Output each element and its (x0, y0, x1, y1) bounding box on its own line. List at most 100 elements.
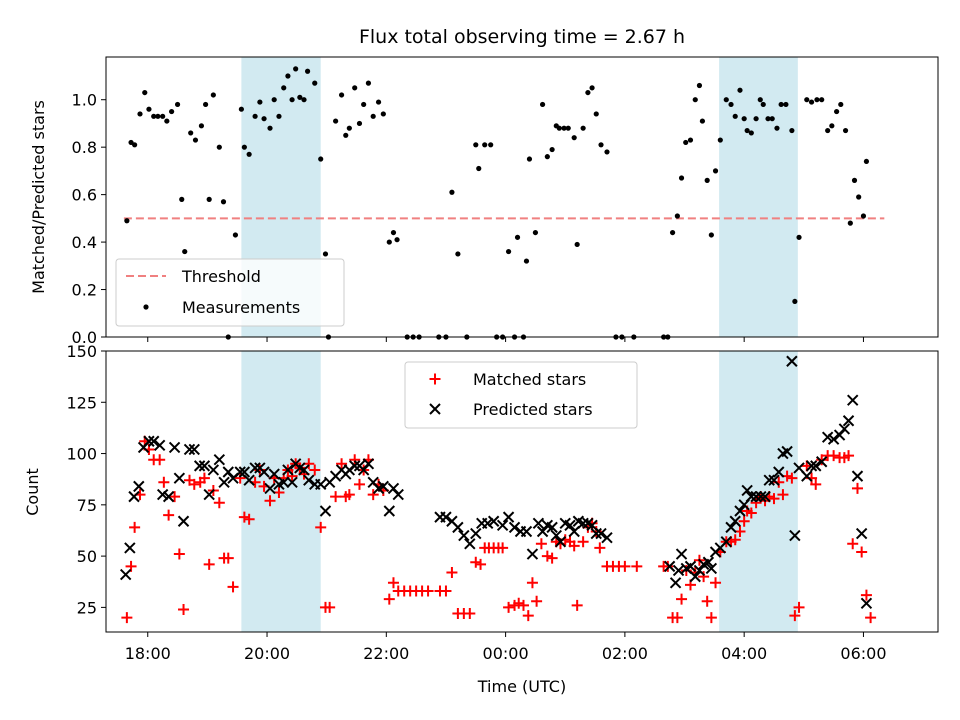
measurement-point (124, 218, 130, 224)
y-tick-label: 0.6 (72, 186, 97, 205)
predicted-star-point (458, 529, 470, 542)
predicted-star-point (693, 564, 706, 577)
measurement-point (737, 87, 743, 93)
predicted-star-point (855, 527, 868, 540)
predicted-star-point (298, 464, 310, 476)
measurement-point (856, 194, 862, 200)
measurement-point (142, 89, 148, 96)
matched-star-point (475, 558, 487, 570)
matched-star-point (129, 521, 141, 533)
x-tick-label: 06:00 (840, 644, 886, 663)
predicted-star-point (705, 562, 718, 575)
top-plot-frame (105, 56, 939, 338)
predicted-star-point (303, 474, 315, 486)
measurement-point (164, 118, 170, 124)
x-tick-label: 22:00 (363, 644, 409, 663)
measurement-point (390, 229, 397, 236)
measurement-point (783, 101, 789, 108)
y-tick-label: 0.4 (72, 233, 97, 252)
predicted-star-point (568, 525, 580, 538)
predicted-star-point (470, 527, 482, 540)
matched-star-point (856, 546, 868, 558)
y-tick-label: 100 (66, 445, 97, 464)
measurement-point (687, 137, 694, 143)
measurement-point (669, 229, 676, 236)
matched-star-point (446, 567, 458, 579)
matched-star-point (671, 612, 683, 624)
predicted-star-point (734, 505, 746, 517)
matched-star-point (178, 603, 190, 615)
measurement-point (333, 118, 339, 124)
matched-star-point (745, 507, 757, 519)
measurement-point (232, 232, 239, 238)
measurement-point (482, 142, 488, 148)
predicted-star-point (554, 536, 567, 548)
predicted-star-point (526, 548, 539, 560)
predicted-star-point (860, 597, 873, 609)
predicted-star-point (810, 460, 822, 472)
bottom-panel: 25 50 75 100 125 150 18:00 20:00 22:00 00:00 02:0… (23, 342, 939, 696)
legend-predicted-marker (429, 403, 441, 415)
measurement-point (203, 101, 209, 108)
predicted-star-point (847, 394, 859, 406)
matched-star-point (315, 521, 327, 533)
measurement-point (365, 80, 372, 86)
measurement-point (281, 85, 287, 91)
legend-measurements-label: Measurements (182, 298, 300, 317)
matched-star-point (786, 472, 798, 484)
matched-star-point (222, 552, 234, 564)
matched-star-point (497, 542, 509, 554)
measurement-point (174, 101, 181, 108)
matched-star-point (750, 497, 762, 509)
predicted-star-point (745, 490, 758, 503)
predicted-star-point (550, 529, 563, 542)
predicted-star-point (601, 531, 613, 544)
matched-star-point (422, 585, 434, 597)
measurement-point (169, 108, 175, 115)
measurement-point (322, 251, 329, 257)
measurement-point (155, 113, 161, 119)
measurement-point (723, 97, 729, 103)
measurement-point (276, 113, 282, 119)
measurement-point (819, 97, 825, 103)
predicted-star-point (148, 435, 160, 447)
measurement-point (753, 116, 759, 122)
measurement-point (792, 298, 798, 305)
predicted-star-point (133, 480, 145, 493)
measurement-point (574, 241, 580, 248)
x-axis-label: Time (UTC) (477, 677, 566, 696)
matched-star-point (383, 593, 395, 605)
measurement-point (748, 130, 754, 136)
x-tick-label: 04:00 (721, 644, 767, 663)
matched-star-point (324, 601, 336, 613)
matched-star-point (367, 489, 379, 501)
matched-star-point (789, 610, 801, 622)
y-tick-label: 0.8 (72, 138, 97, 157)
predicted-star-point (207, 464, 220, 476)
matched-star-point (234, 472, 246, 484)
measurement-point (838, 101, 844, 108)
matched-star-point (710, 577, 722, 589)
measurement-point (851, 177, 858, 183)
matched-star-point (676, 593, 688, 605)
measurement-point (352, 85, 358, 91)
measurement-point (293, 66, 299, 72)
measurement-point (741, 116, 747, 122)
measurement-point (216, 144, 222, 150)
predicted-star-point (278, 476, 290, 488)
matched-star-point (387, 577, 399, 589)
predicted-star-point (315, 478, 327, 491)
y-tick-label: 0.0 (72, 328, 97, 347)
measurement-point (182, 248, 188, 255)
predicted-star-point (663, 560, 676, 573)
bottom-legend-box (404, 361, 638, 429)
matched-star-point (349, 454, 361, 466)
matched-star-point (701, 595, 713, 607)
predicted-star-point (851, 470, 864, 482)
measurement-point (271, 97, 277, 103)
measurement-point (760, 101, 766, 108)
measurement-point (361, 101, 367, 108)
measurement-point (198, 123, 205, 129)
predicted-star-point (249, 462, 261, 474)
